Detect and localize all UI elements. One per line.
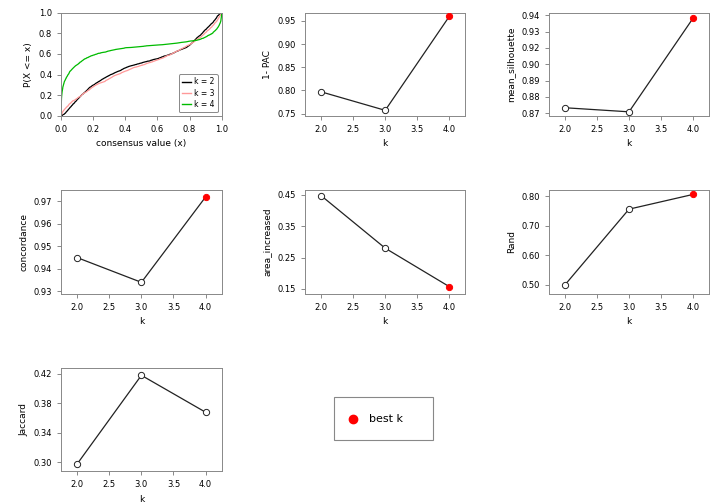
X-axis label: k: k [382, 317, 388, 326]
X-axis label: k: k [139, 317, 144, 326]
Y-axis label: P(X <= x): P(X <= x) [24, 42, 33, 87]
X-axis label: k: k [382, 140, 388, 149]
Y-axis label: 1- PAC: 1- PAC [263, 50, 272, 79]
X-axis label: consensus value (x): consensus value (x) [96, 140, 186, 149]
Y-axis label: concordance: concordance [19, 213, 28, 271]
Y-axis label: Jaccard: Jaccard [19, 403, 28, 436]
Legend: k = 2, k = 3, k = 4: k = 2, k = 3, k = 4 [179, 75, 217, 112]
X-axis label: k: k [139, 495, 144, 504]
Y-axis label: Rand: Rand [507, 230, 516, 254]
Text: best k: best k [369, 414, 403, 423]
Y-axis label: area_increased: area_increased [263, 208, 272, 276]
Y-axis label: mean_silhouette: mean_silhouette [507, 27, 516, 102]
X-axis label: k: k [626, 140, 631, 149]
X-axis label: k: k [626, 317, 631, 326]
